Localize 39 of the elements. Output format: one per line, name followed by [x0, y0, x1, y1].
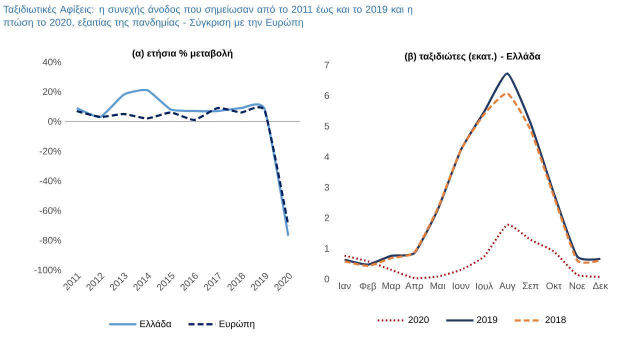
- line-series: [344, 224, 602, 280]
- y-tick-label: -20%: [40, 148, 62, 155]
- y-tick-label: 6: [324, 92, 330, 99]
- y-tick-label: 4: [324, 153, 330, 160]
- y-tick-label: 1: [324, 245, 330, 252]
- x-tick-label: Ιαν: [339, 282, 351, 290]
- x-tick-label: Μαρ: [382, 282, 400, 292]
- y-tick-label: 7: [324, 62, 330, 68]
- y-tick-label: 3: [324, 184, 330, 191]
- legend-label: 2018: [546, 316, 566, 324]
- x-tick-label: Ιουλ: [476, 282, 493, 290]
- y-tick-label: -80%: [40, 236, 62, 244]
- y-tick-label: 2: [324, 214, 330, 222]
- legend-label: Ευρώπη: [220, 320, 254, 330]
- line-series: [76, 88, 290, 237]
- legend-label: Ελλάδα: [140, 320, 172, 328]
- x-tick-label: Νοε: [570, 282, 586, 290]
- x-tick-label: Ιουν: [452, 282, 470, 290]
- legend-label: 2019: [477, 316, 498, 324]
- y-tick-label: 0%: [48, 118, 62, 125]
- x-tick-label: Οκτ: [546, 282, 562, 290]
- x-tick-label: Σεπ: [522, 282, 539, 290]
- text: Ταξιδιωτικές Αφίξεις: η συνεχής άνοδος που σημείωσαν από το 2011 έως και το 2019 και η πτώση το 2020, εξαιτίας της πανδημίας - Σύγκριση με την Ευρώπη: [3, 5, 412, 28]
- x-tick-label: Μαι: [430, 282, 446, 290]
- x-tick-label: Αυγ: [499, 282, 516, 292]
- x-tick-label: Δεκ: [593, 282, 608, 290]
- chart-title: (β) ταξιδιώτες (εκατ.) - Ελλάδα: [404, 52, 540, 62]
- y-tick-label: -60%: [40, 207, 62, 214]
- y-tick-label: 0: [324, 276, 330, 282]
- x-tick-label: Απρ: [405, 282, 424, 292]
- legend-label: 2020: [408, 316, 429, 324]
- x-tick-label: Φεβ: [360, 282, 376, 292]
- y-tick-label: -40%: [40, 177, 62, 184]
- chart-title: (α) ετήσια % μεταβολή: [132, 49, 232, 58]
- y-tick-label: 40%: [42, 58, 62, 66]
- y-tick-label: 20%: [42, 88, 62, 96]
- y-tick-label: -100%: [34, 266, 62, 274]
- line-series: [76, 106, 290, 227]
- y-tick-label: 5: [324, 122, 330, 130]
